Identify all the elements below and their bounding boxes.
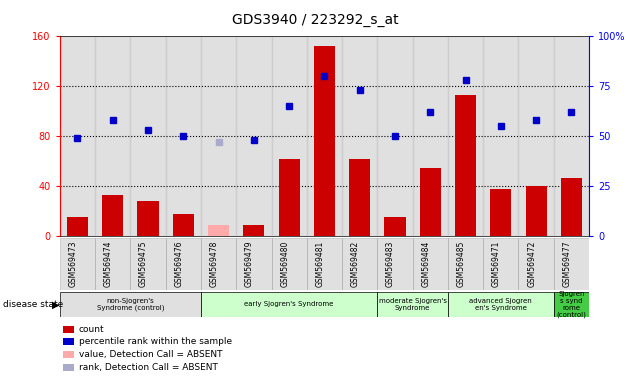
- Text: rank, Detection Call = ABSENT: rank, Detection Call = ABSENT: [79, 362, 217, 372]
- Bar: [384, 217, 406, 236]
- Text: advanced Sjogren
en's Syndrome: advanced Sjogren en's Syndrome: [469, 298, 532, 311]
- Bar: [236, 36, 272, 236]
- Bar: [377, 36, 413, 236]
- Bar: [448, 238, 483, 290]
- Text: ▶: ▶: [52, 299, 59, 310]
- Text: GSM569481: GSM569481: [316, 241, 324, 287]
- Bar: [95, 238, 130, 290]
- Bar: [455, 95, 476, 236]
- Text: value, Detection Call = ABSENT: value, Detection Call = ABSENT: [79, 350, 222, 359]
- Text: GSM569480: GSM569480: [280, 241, 289, 287]
- Bar: [342, 238, 377, 290]
- Text: GSM569472: GSM569472: [527, 241, 536, 287]
- Text: early Sjogren's Syndrome: early Sjogren's Syndrome: [244, 301, 334, 307]
- Text: percentile rank within the sample: percentile rank within the sample: [79, 337, 232, 346]
- Text: moderate Sjogren's
Syndrome: moderate Sjogren's Syndrome: [379, 298, 447, 311]
- Text: GSM569474: GSM569474: [104, 241, 113, 287]
- Bar: [490, 189, 512, 236]
- Bar: [314, 46, 335, 236]
- Bar: [349, 159, 370, 236]
- Bar: [60, 292, 201, 317]
- Bar: [208, 225, 229, 236]
- Text: non-Sjogren's
Syndrome (control): non-Sjogren's Syndrome (control): [96, 298, 164, 311]
- Bar: [448, 292, 554, 317]
- Bar: [554, 292, 589, 317]
- Bar: [307, 238, 342, 290]
- Bar: [518, 238, 554, 290]
- Bar: [272, 36, 307, 236]
- Bar: [525, 186, 547, 236]
- Bar: [307, 36, 342, 236]
- Bar: [236, 238, 272, 290]
- Text: GSM569482: GSM569482: [351, 241, 360, 287]
- Text: GSM569476: GSM569476: [175, 241, 183, 287]
- Text: GSM569484: GSM569484: [421, 241, 430, 287]
- Bar: [377, 292, 448, 317]
- Bar: [130, 36, 166, 236]
- Text: disease state: disease state: [3, 300, 64, 309]
- Text: GSM569483: GSM569483: [386, 241, 395, 287]
- Bar: [173, 214, 194, 236]
- Bar: [483, 36, 518, 236]
- Bar: [166, 36, 201, 236]
- Bar: [102, 195, 123, 236]
- Bar: [201, 292, 377, 317]
- Text: GSM569473: GSM569473: [69, 241, 77, 287]
- Text: GSM569479: GSM569479: [245, 241, 254, 287]
- Text: GSM569478: GSM569478: [210, 241, 219, 287]
- Bar: [60, 36, 95, 236]
- Bar: [67, 217, 88, 236]
- Bar: [137, 201, 159, 236]
- Bar: [201, 36, 236, 236]
- Bar: [554, 238, 589, 290]
- Text: GSM569477: GSM569477: [563, 241, 571, 287]
- Bar: [342, 36, 377, 236]
- Bar: [413, 238, 448, 290]
- Text: GSM569475: GSM569475: [139, 241, 148, 287]
- Bar: [561, 177, 582, 236]
- Text: count: count: [79, 324, 105, 334]
- Bar: [130, 238, 166, 290]
- Text: GSM569485: GSM569485: [457, 241, 466, 287]
- Bar: [278, 159, 300, 236]
- Bar: [60, 238, 95, 290]
- Text: Sjogren
s synd
rome
(control): Sjogren s synd rome (control): [556, 291, 587, 318]
- Text: GSM569471: GSM569471: [492, 241, 501, 287]
- Bar: [377, 238, 413, 290]
- Bar: [448, 36, 483, 236]
- Bar: [95, 36, 130, 236]
- Bar: [518, 36, 554, 236]
- Bar: [413, 36, 448, 236]
- Text: GDS3940 / 223292_s_at: GDS3940 / 223292_s_at: [232, 13, 398, 27]
- Bar: [272, 238, 307, 290]
- Bar: [243, 225, 265, 236]
- Bar: [420, 167, 441, 236]
- Bar: [554, 36, 589, 236]
- Bar: [201, 238, 236, 290]
- Bar: [166, 238, 201, 290]
- Bar: [483, 238, 518, 290]
